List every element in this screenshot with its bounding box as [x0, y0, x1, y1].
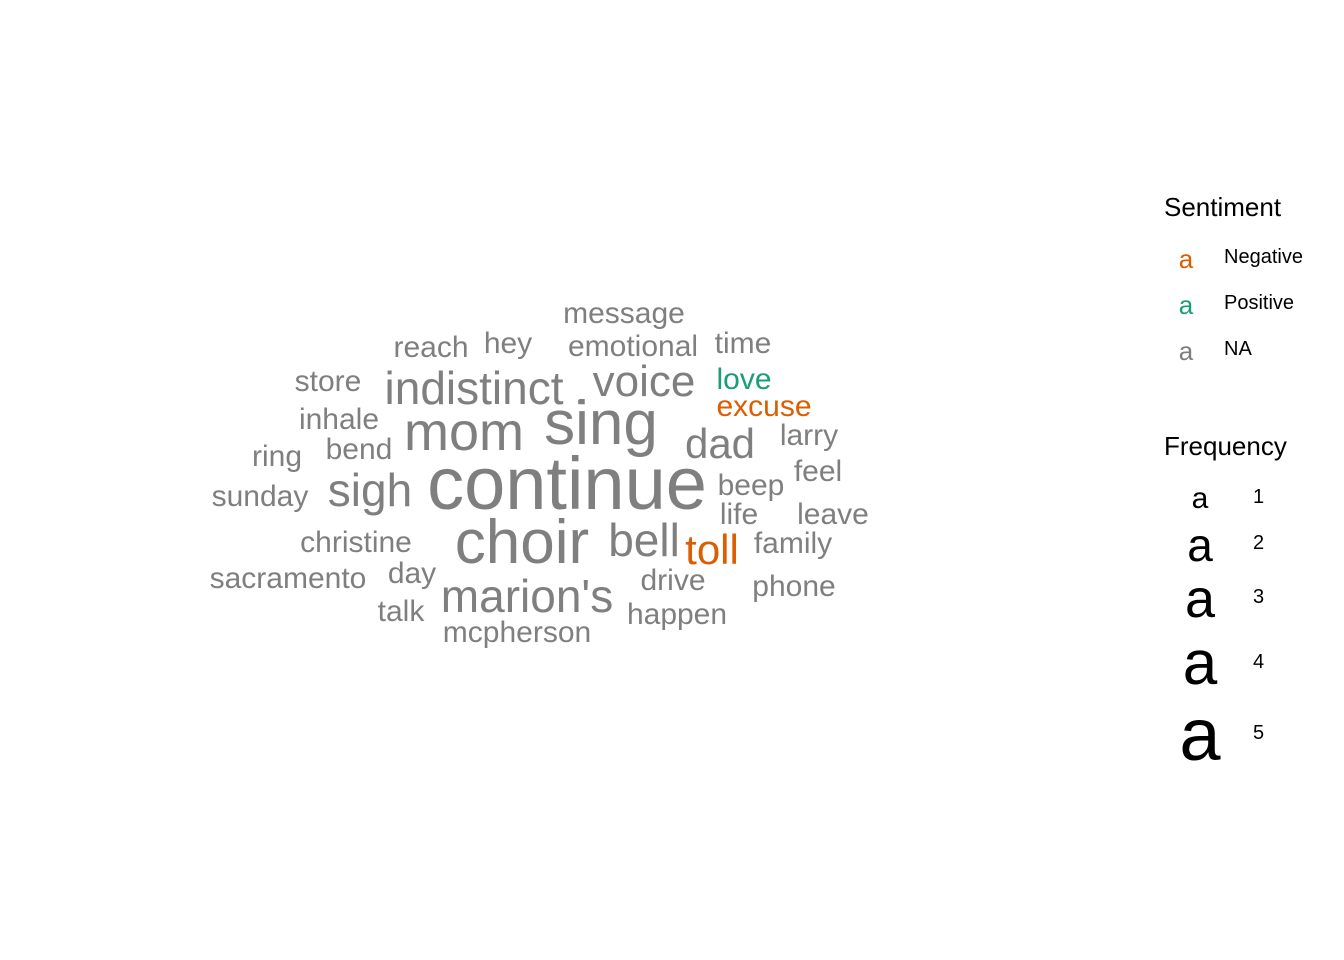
frequency-key-label-1: 1: [1253, 486, 1265, 508]
word-marions: marion's: [440, 570, 614, 622]
frequency-key-label-5: 5: [1253, 722, 1265, 744]
word-dad: dad: [684, 420, 756, 467]
word-voice: voice: [592, 357, 696, 406]
word-beep: beep: [717, 469, 785, 502]
word-family: family: [753, 527, 833, 560]
word-hey: hey: [483, 327, 533, 360]
word-christine: christine: [300, 526, 412, 559]
word-feel: feel: [793, 455, 843, 488]
sentiment-key-glyph-na: a: [1178, 336, 1194, 366]
frequency-key-glyph-1: a: [1191, 482, 1209, 515]
word-time: time: [714, 327, 772, 360]
word-toll: toll: [685, 526, 739, 573]
sentiment-key-glyph-negative: a: [1178, 244, 1194, 274]
word-drive: drive: [640, 564, 706, 597]
word-choir: choir: [454, 508, 590, 577]
sentiment-key-glyph-positive: a: [1178, 290, 1194, 320]
frequency-key-label-2: 2: [1253, 532, 1265, 554]
sentiment-key-label-na: NA: [1224, 338, 1252, 360]
word-bell: bell: [608, 514, 680, 566]
word-continue: continue: [427, 442, 707, 525]
word-reach: reach: [393, 331, 469, 364]
sentiment-key-label-negative: Negative: [1224, 246, 1303, 268]
word-sacramento: sacramento: [209, 562, 367, 595]
word-love: love: [716, 363, 772, 396]
word-ring: ring: [251, 440, 303, 473]
word-sigh: sigh: [327, 464, 413, 516]
word-happen: happen: [626, 598, 728, 631]
word-mcpherson: mcpherson: [442, 616, 592, 649]
word-excuse: excuse: [716, 390, 812, 423]
word-talk: talk: [377, 595, 425, 628]
word-store: store: [294, 365, 362, 398]
frequency-key-label-4: 4: [1253, 651, 1265, 673]
word-mom: mom: [404, 402, 524, 462]
frequency-key-glyph-3: a: [1184, 569, 1216, 629]
word-day: day: [387, 557, 437, 590]
frequency-key-glyph-4: a: [1182, 629, 1218, 698]
word-emotional: emotional: [567, 330, 699, 363]
word-leave: leave: [797, 498, 869, 531]
frequency-key-glyph-2: a: [1187, 519, 1213, 571]
sentiment-key-label-positive: Positive: [1224, 292, 1295, 314]
word-indistinct: indistinct: [384, 362, 564, 414]
frequency-key-label-3: 3: [1253, 586, 1265, 608]
word-sing: sing: [544, 389, 658, 458]
word-life: life: [719, 498, 759, 531]
word-dot: .: [574, 369, 586, 413]
sentiment-legend-title: Sentiment: [1164, 192, 1282, 222]
word-phone: phone: [752, 570, 836, 603]
word-sunday: sunday: [211, 480, 309, 513]
word-message: message: [563, 297, 685, 330]
frequency-key-glyph-5: a: [1179, 693, 1221, 776]
frequency-legend-title: Frequency: [1164, 431, 1287, 461]
word-inhale: inhale: [298, 403, 380, 436]
word-bend: bend: [325, 433, 393, 466]
word-larry: larry: [779, 419, 839, 452]
